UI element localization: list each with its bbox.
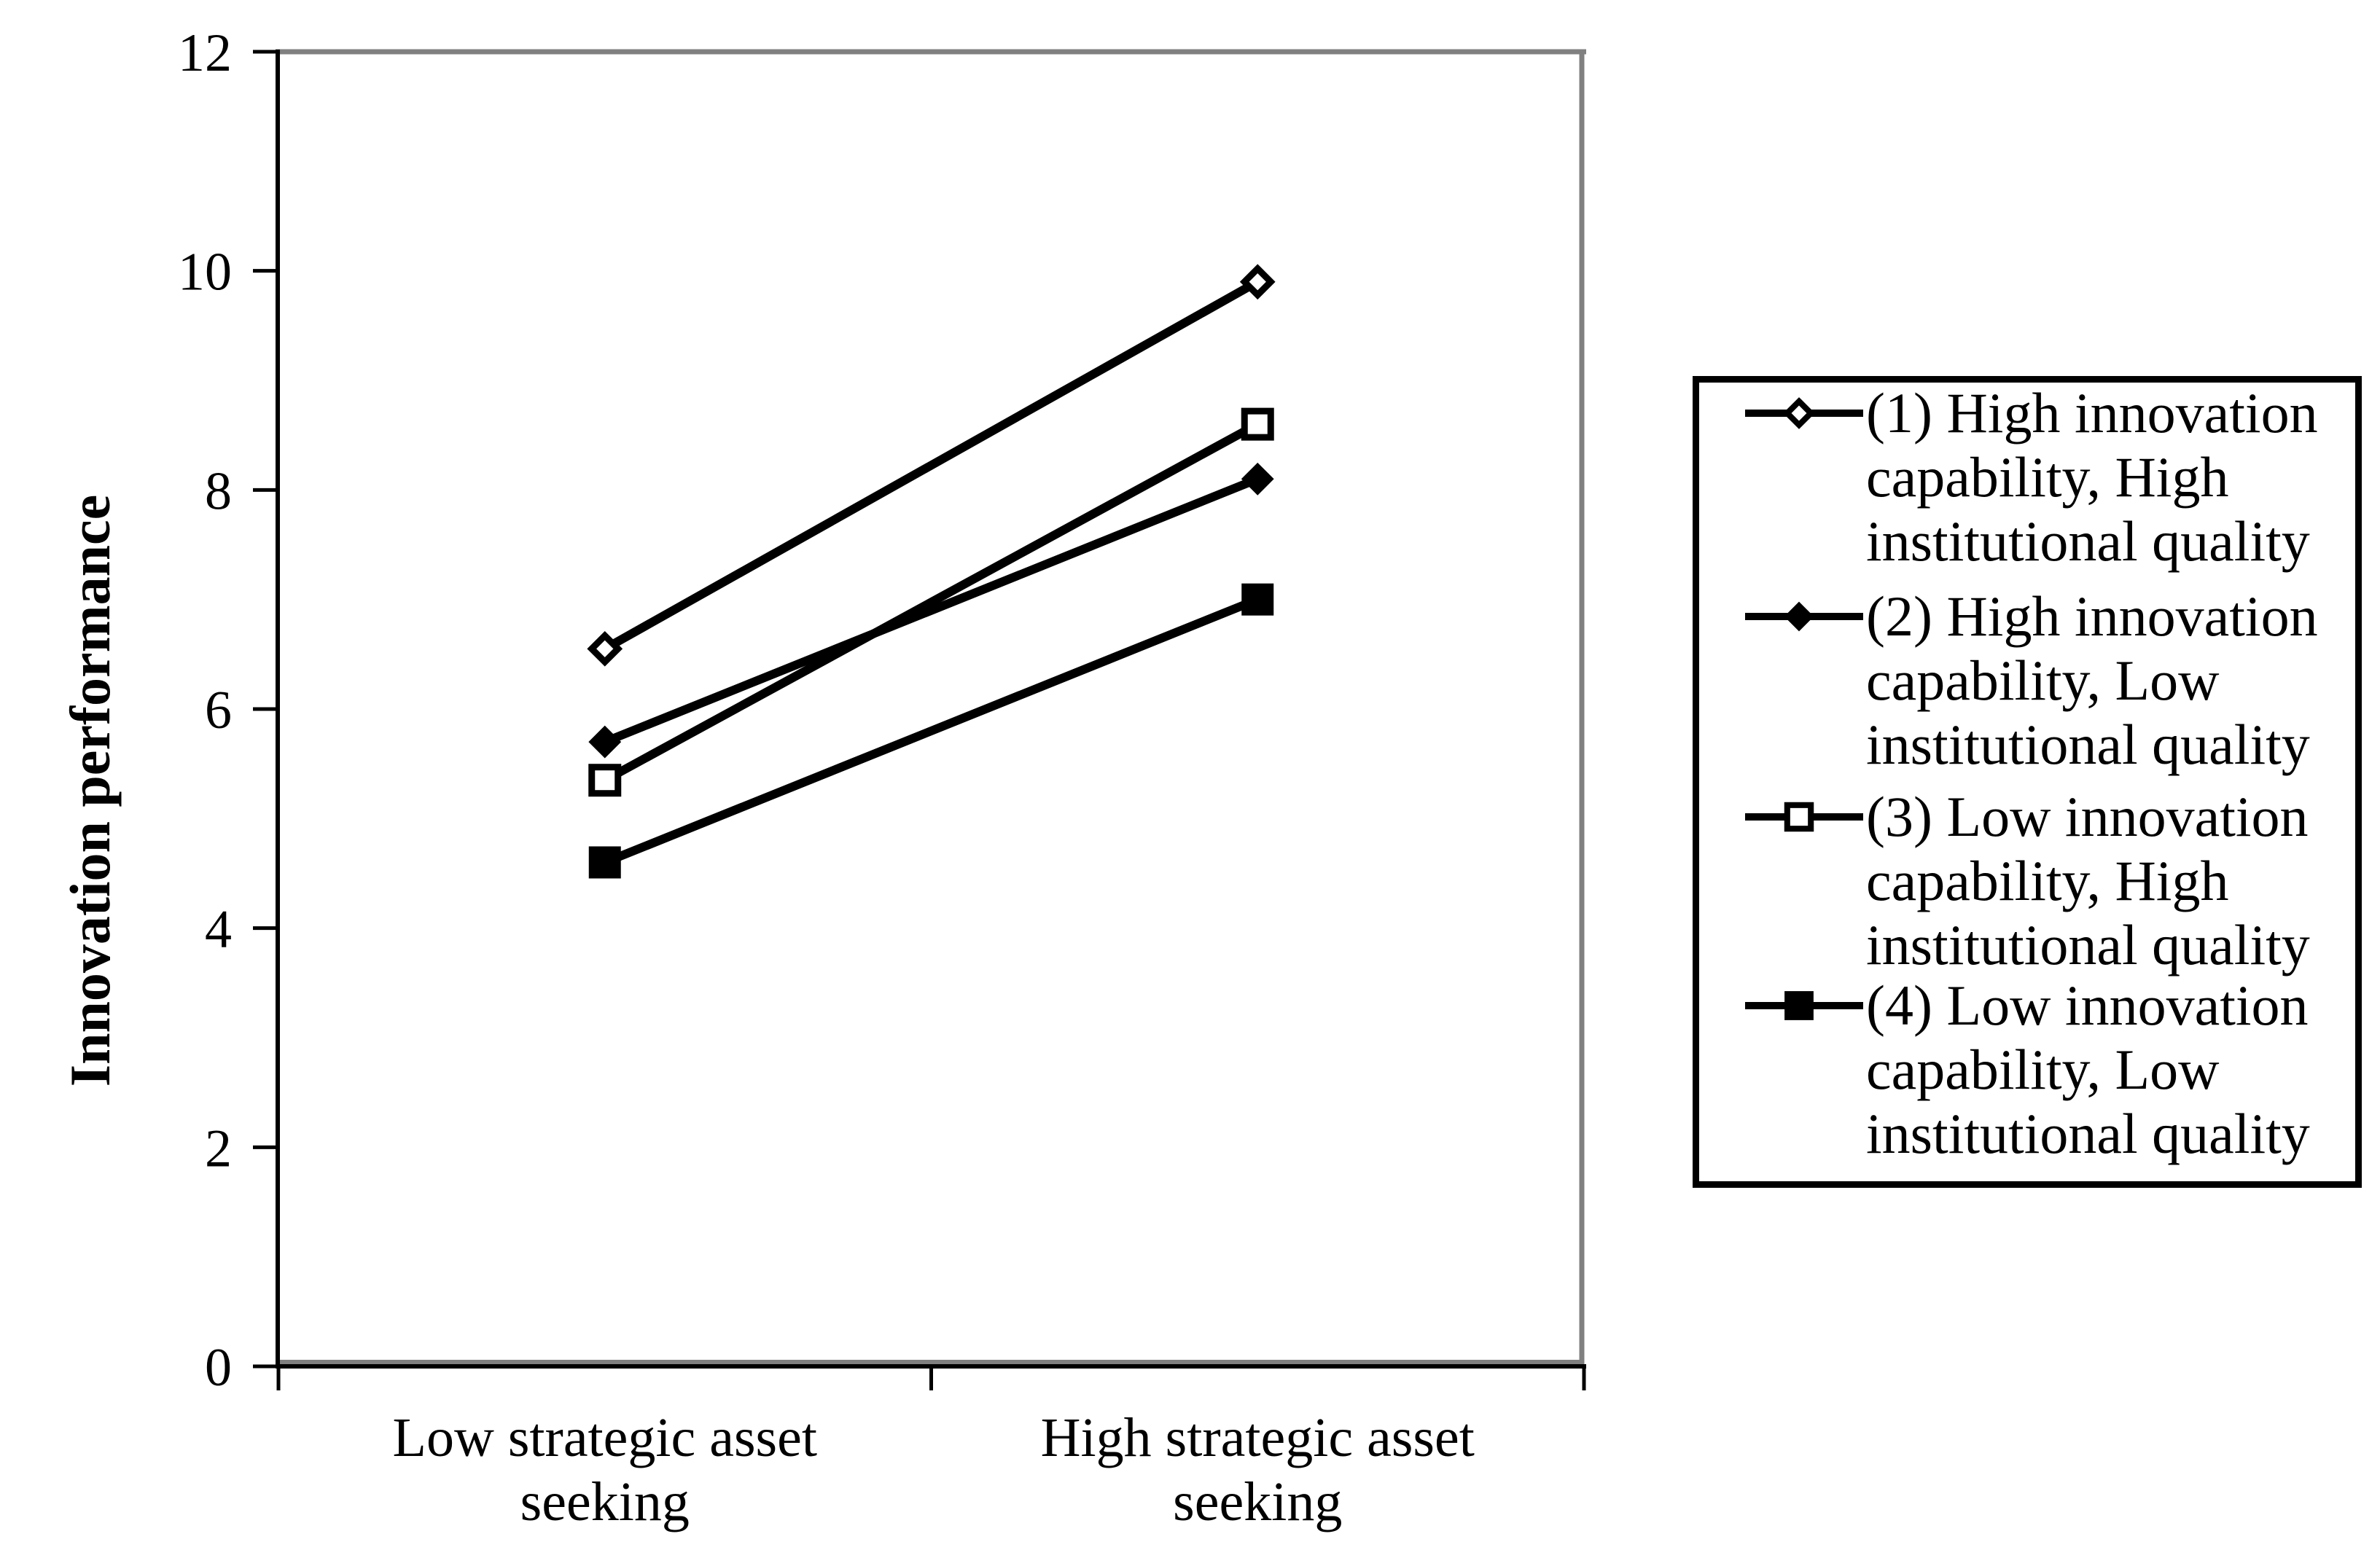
legend-entry-line: capability, High bbox=[1866, 445, 2229, 509]
open-diamond-marker bbox=[1783, 397, 1815, 429]
y-axis-title: Innovation performance bbox=[58, 495, 122, 1087]
x-category-label: Low strategic asset bbox=[393, 1407, 817, 1468]
filled-diamond-marker bbox=[1241, 462, 1274, 496]
legend-entry-text: (1) High innovation capability, High insti… bbox=[1866, 381, 2318, 574]
legend-entry-line: institutional quality bbox=[1866, 1102, 2310, 1165]
legend-entry: (1) High innovation capability, High insti… bbox=[1699, 381, 2355, 574]
filled-square-marker bbox=[1241, 583, 1274, 616]
legend-entry: (2) High innovation capability, Low instit… bbox=[1699, 584, 2355, 777]
y-tick-label: 8 bbox=[205, 461, 232, 521]
y-tick-label: 0 bbox=[205, 1338, 232, 1398]
legend-swatch bbox=[1745, 397, 1863, 429]
filled-square-marker bbox=[588, 846, 621, 879]
legend-entry-line: (2) High innovation bbox=[1866, 584, 2318, 648]
filled-square-marker bbox=[1784, 991, 1814, 1020]
legend-entry-line: institutional quality bbox=[1866, 713, 2310, 776]
legend-box: (1) High innovation capability, High insti… bbox=[1693, 376, 2362, 1188]
series-line bbox=[602, 420, 1260, 784]
legend-entry-text: (2) High innovation capability, Low instit… bbox=[1866, 584, 2318, 777]
open-square-marker bbox=[1241, 407, 1274, 441]
y-tick-label: 2 bbox=[205, 1119, 232, 1178]
filled-diamond-marker bbox=[1784, 601, 1814, 632]
y-tick-label: 10 bbox=[178, 243, 232, 302]
series-line bbox=[603, 474, 1260, 746]
legend-entry-line: (1) High innovation bbox=[1866, 381, 2318, 445]
legend-entry-line: (3) Low innovation bbox=[1866, 785, 2309, 848]
series-line bbox=[602, 278, 1260, 653]
legend-swatch bbox=[1745, 601, 1863, 632]
legend-swatch bbox=[1745, 802, 1863, 832]
legend-entry-line: institutional quality bbox=[1866, 913, 2310, 976]
legend-entry-line: capability, High bbox=[1866, 849, 2229, 912]
open-diamond-marker bbox=[587, 630, 623, 667]
y-tick-label: 6 bbox=[205, 681, 232, 740]
open-diamond-marker bbox=[1239, 264, 1276, 300]
filled-diamond-marker bbox=[588, 725, 622, 759]
legend-entry-text: (4) Low innovation capability, Low institu… bbox=[1866, 974, 2310, 1166]
x-category-label: High strategic asset bbox=[1041, 1407, 1475, 1468]
x-category-label: seeking bbox=[520, 1471, 690, 1532]
legend-entry: (4) Low innovation capability, Low institu… bbox=[1699, 974, 2355, 1166]
legend-entry-line: institutional quality bbox=[1866, 509, 2310, 573]
x-category-label: seeking bbox=[1173, 1471, 1342, 1532]
legend-entry-line: (4) Low innovation bbox=[1866, 974, 2309, 1037]
y-tick-label: 12 bbox=[178, 23, 232, 83]
legend-swatch bbox=[1745, 991, 1863, 1020]
legend-entry-line: capability, Low bbox=[1866, 649, 2220, 712]
y-tick-label: 4 bbox=[205, 900, 232, 960]
series-line bbox=[603, 595, 1260, 867]
legend-entry: (3) Low innovation capability, High instit… bbox=[1699, 785, 2355, 977]
legend-entry-line: capability, Low bbox=[1866, 1038, 2220, 1101]
open-square-marker bbox=[588, 764, 622, 797]
open-square-marker bbox=[1784, 802, 1814, 832]
legend-entry-text: (3) Low innovation capability, High instit… bbox=[1866, 785, 2310, 977]
